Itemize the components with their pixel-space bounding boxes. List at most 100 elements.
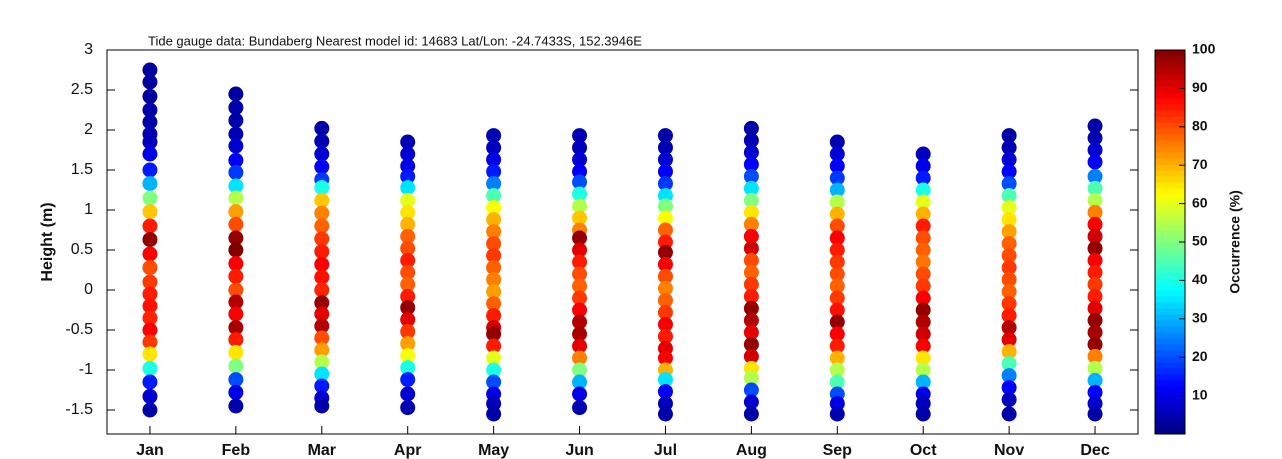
x-tick-label: Sep [823,442,853,459]
dot [1001,164,1017,180]
dot [314,354,330,370]
dot [228,282,244,298]
dot [572,164,588,180]
dot [1087,192,1103,208]
dot [657,128,673,144]
dot [657,188,673,204]
dot [486,176,502,192]
dot [572,242,588,258]
colorbar-segment [1155,50,1185,57]
dot [228,344,244,360]
dot [657,164,673,180]
dot [486,248,502,264]
dot [1087,336,1103,352]
dot [829,374,845,390]
dot [743,204,759,220]
dot [829,302,845,318]
dot [829,254,845,270]
dot [743,228,759,244]
dot [743,252,759,268]
colorbar-segment [1155,206,1185,213]
dot [657,328,673,344]
colorbar-segment [1155,290,1185,297]
dot [915,350,931,366]
dot [1087,348,1103,364]
dot [572,326,588,342]
y-tick-label: -1 [79,361,93,378]
dot [228,216,244,232]
dot [1087,360,1103,376]
colorbar-segment [1155,332,1185,339]
dot [829,290,845,306]
colorbar-segment [1155,104,1185,111]
dot [572,302,588,318]
colorbar-segment [1155,170,1185,177]
dot [400,312,416,328]
dot [486,406,502,422]
dot [915,230,931,246]
dot [743,216,759,232]
dot [572,338,588,354]
dot [314,378,330,394]
dot [915,374,931,390]
colorbar-tick-label: 40 [1192,271,1208,287]
dot [400,146,416,162]
dot [1001,212,1017,228]
dot [657,292,673,308]
dot [1087,384,1103,400]
dot [142,74,158,90]
dot [228,268,244,284]
dot [228,86,244,102]
dot [228,100,244,116]
dot [657,384,673,400]
dot [829,266,845,282]
dot [400,204,416,220]
colorbar-segment [1155,212,1185,219]
dot [743,406,759,422]
dot [142,114,158,130]
colorbar-segment [1155,122,1185,129]
y-tick-label: -1.5 [65,401,93,418]
dot [829,218,845,234]
colorbar-segment [1155,86,1185,93]
colorbar-tick-label: 70 [1192,156,1208,172]
dot [1001,356,1017,372]
dot [486,200,502,216]
dot [228,384,244,400]
dot [486,152,502,168]
x-tick-label: Mar [308,442,336,459]
dot [743,382,759,398]
dot [486,140,502,156]
dot [314,159,330,175]
dot [743,276,759,292]
colorbar-segment [1155,308,1185,315]
dot [743,336,759,352]
dot [743,240,759,256]
dot [743,180,759,196]
dot [228,372,244,388]
dot [314,330,330,346]
colorbar-segment [1155,62,1185,69]
dot [400,276,416,292]
colorbar-tick-label: 80 [1192,118,1208,134]
x-tick-label: Nov [994,442,1024,459]
dot [1087,154,1103,170]
colorbar-segment [1155,314,1185,321]
dot [486,128,502,144]
dot [915,362,931,378]
dot [142,286,158,302]
dot [829,326,845,342]
dot [915,266,931,282]
dot [915,242,931,258]
x-tick-label: Dec [1080,442,1109,459]
dot [228,138,244,154]
dot [228,230,244,246]
x-tick-label: Aug [736,442,767,459]
dot [915,158,931,174]
dot [400,192,416,208]
colorbar-tick-label: 30 [1192,310,1208,326]
colorbar-segment [1155,326,1185,333]
dot [915,314,931,330]
colorbar-segment [1155,356,1185,363]
dot [400,264,416,280]
